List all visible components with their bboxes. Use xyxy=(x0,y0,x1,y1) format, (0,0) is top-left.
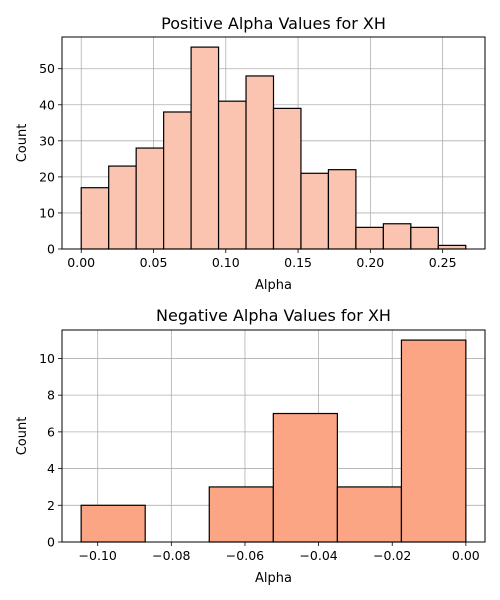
x-tick-label: 0.05 xyxy=(140,255,168,270)
histogram-bar xyxy=(382,223,412,250)
x-axis-ticks: 0.00 0.05 0.10 0.15 0.20 0.25 xyxy=(67,249,457,270)
plot-frame xyxy=(61,36,486,250)
y-axis-ticks: 0 10 20 30 40 50 xyxy=(39,61,62,257)
histogram-bar xyxy=(410,226,439,250)
histogram-bar xyxy=(336,486,403,543)
chart-title: Negative Alpha Values for XH xyxy=(156,306,391,325)
histogram-bar xyxy=(135,147,165,250)
histogram-bar xyxy=(108,165,137,250)
histogram-bar xyxy=(245,75,275,250)
x-axis-label: Alpha xyxy=(255,571,292,586)
histogram-bar xyxy=(272,107,302,250)
x-tick-label: −0.10 xyxy=(79,548,117,563)
y-tick-label: 10 xyxy=(39,205,55,220)
histogram-bars xyxy=(80,339,467,543)
y-tick-label: 4 xyxy=(47,461,55,476)
chart-positive-alpha: Positive Alpha Values for XH 0.00 0.05 0.1… xyxy=(15,14,486,293)
histogram-bar xyxy=(400,339,467,543)
x-tick-label: 0.15 xyxy=(284,255,312,270)
y-tick-label: 0 xyxy=(47,242,55,257)
x-tick-label: 0.10 xyxy=(212,255,240,270)
histogram-bar xyxy=(437,244,467,250)
histogram-bar xyxy=(80,187,110,250)
y-axis-label: Count xyxy=(15,417,30,456)
x-tick-label: 0.20 xyxy=(356,255,384,270)
x-tick-label: −0.02 xyxy=(373,548,411,563)
x-tick-label: −0.06 xyxy=(226,548,264,563)
y-tick-label: 20 xyxy=(39,169,55,184)
y-tick-label: 40 xyxy=(39,97,55,112)
histogram-bar xyxy=(163,111,192,250)
histogram-bar xyxy=(327,169,357,250)
x-tick-label: 0.00 xyxy=(67,255,95,270)
x-axis-ticks: −0.10 −0.08 −0.06 −0.04 −0.02 0.00 xyxy=(79,542,480,563)
y-axis-ticks: 0 2 4 6 8 10 xyxy=(39,351,62,550)
plot-frame xyxy=(61,329,486,543)
histogram-bars xyxy=(80,46,467,250)
y-tick-label: 10 xyxy=(39,351,55,366)
histogram-bar xyxy=(355,226,384,250)
chart-title: Positive Alpha Values for XH xyxy=(161,14,386,33)
x-tick-label: 0.25 xyxy=(429,255,457,270)
y-tick-label: 6 xyxy=(47,424,55,439)
x-tick-label: −0.04 xyxy=(299,548,337,563)
histogram-bar xyxy=(80,504,146,543)
histogram-bar xyxy=(217,100,247,250)
y-tick-label: 30 xyxy=(39,133,55,148)
y-tick-label: 0 xyxy=(47,535,55,550)
x-tick-label: −0.08 xyxy=(152,548,190,563)
y-tick-label: 50 xyxy=(39,61,55,76)
y-axis-label: Count xyxy=(15,124,30,163)
y-tick-label: 8 xyxy=(47,388,55,403)
histogram-bar xyxy=(190,46,220,250)
y-tick-label: 2 xyxy=(47,498,55,513)
chart-negative-alpha: Negative Alpha Values for XH −0.10 −0.08−… xyxy=(15,306,486,586)
x-tick-label: 0.00 xyxy=(452,548,480,563)
histogram-bar xyxy=(272,412,338,543)
x-axis-label: Alpha xyxy=(255,278,292,293)
histogram-bar xyxy=(208,486,274,543)
histogram-bar xyxy=(300,172,330,250)
